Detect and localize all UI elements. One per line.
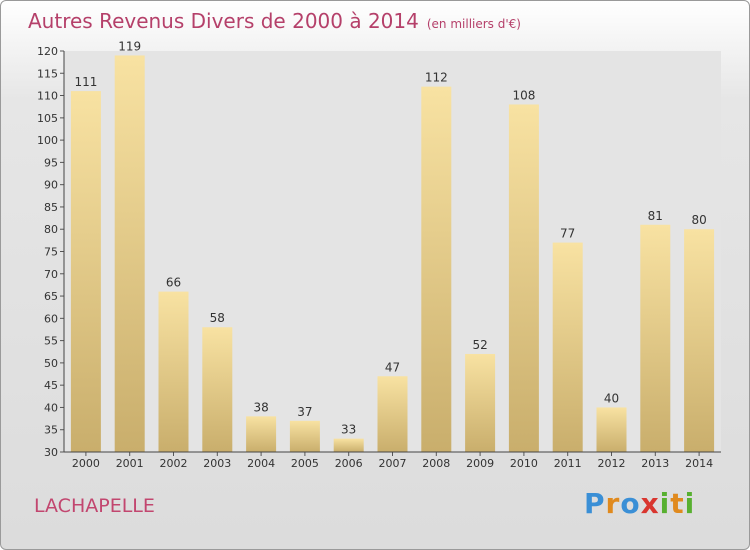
chart-title-unit: (en milliers d'€): [426, 17, 521, 31]
x-tick-label: 2006: [335, 457, 363, 470]
y-tick-label: 60: [44, 312, 58, 325]
x-tick-label: 2012: [598, 457, 626, 470]
x-tick-label: 2002: [160, 457, 188, 470]
y-tick-label: 70: [44, 268, 58, 281]
commune-name: LACHAPELLE: [34, 495, 155, 517]
data-label: 37: [297, 405, 312, 419]
bar: [333, 438, 364, 452]
bar: [114, 55, 145, 452]
data-label: 119: [118, 39, 141, 53]
bar: [158, 291, 189, 452]
data-label: 33: [341, 423, 356, 437]
x-tick-label: 2010: [510, 457, 538, 470]
y-tick-label: 80: [44, 223, 58, 236]
x-tick-label: 2011: [554, 457, 582, 470]
x-tick-label: 2007: [379, 457, 407, 470]
bar: [465, 353, 496, 452]
x-tick-label: 2013: [641, 457, 669, 470]
bar: [508, 104, 539, 452]
y-tick-label: 30: [44, 446, 58, 459]
data-label: 66: [166, 276, 181, 290]
bar: [246, 416, 277, 452]
y-tick-label: 50: [44, 357, 58, 370]
x-tick-label: 2005: [291, 457, 319, 470]
bar: [684, 229, 715, 452]
proxiti-logo: Proxiti: [584, 487, 696, 520]
data-label: 52: [472, 338, 487, 352]
y-tick-label: 90: [44, 179, 58, 192]
data-label: 80: [691, 213, 706, 227]
y-tick-label: 95: [44, 156, 58, 169]
data-label: 108: [512, 88, 535, 102]
data-label: 111: [74, 75, 97, 89]
chart-title-main: Autres Revenus Divers de 2000 à 2014: [28, 9, 419, 33]
x-tick-label: 2003: [203, 457, 231, 470]
data-label: 81: [648, 209, 663, 223]
y-tick-label: 120: [37, 45, 58, 58]
data-label: 58: [210, 311, 225, 325]
bar: [70, 91, 101, 452]
y-tick-label: 55: [44, 335, 58, 348]
y-tick-label: 65: [44, 290, 58, 303]
bar: [552, 242, 583, 452]
y-tick-label: 105: [37, 112, 58, 125]
bar: [640, 224, 671, 452]
y-tick-label: 35: [44, 424, 58, 437]
bar: [377, 376, 408, 452]
y-tick-label: 45: [44, 379, 58, 392]
y-tick-label: 100: [37, 134, 58, 147]
data-label: 112: [425, 71, 448, 85]
y-tick-label: 110: [37, 90, 58, 103]
y-tick-label: 75: [44, 246, 58, 259]
x-tick-label: 2004: [247, 457, 275, 470]
bar: [596, 407, 627, 452]
data-label: 38: [253, 400, 268, 414]
chart-title: Autres Revenus Divers de 2000 à 2014 (en …: [28, 9, 521, 33]
bar: [202, 327, 233, 452]
data-label: 40: [604, 391, 619, 405]
y-tick-label: 85: [44, 201, 58, 214]
x-tick-label: 2009: [466, 457, 494, 470]
y-tick-label: 40: [44, 401, 58, 414]
data-label: 77: [560, 227, 575, 241]
x-tick-label: 2001: [116, 457, 144, 470]
x-tick-label: 2014: [685, 457, 713, 470]
data-label: 47: [385, 360, 400, 374]
x-tick-label: 2008: [422, 457, 450, 470]
y-tick-label: 115: [37, 67, 58, 80]
x-tick-label: 2000: [72, 457, 100, 470]
bar: [421, 86, 452, 453]
bar: [289, 420, 320, 452]
